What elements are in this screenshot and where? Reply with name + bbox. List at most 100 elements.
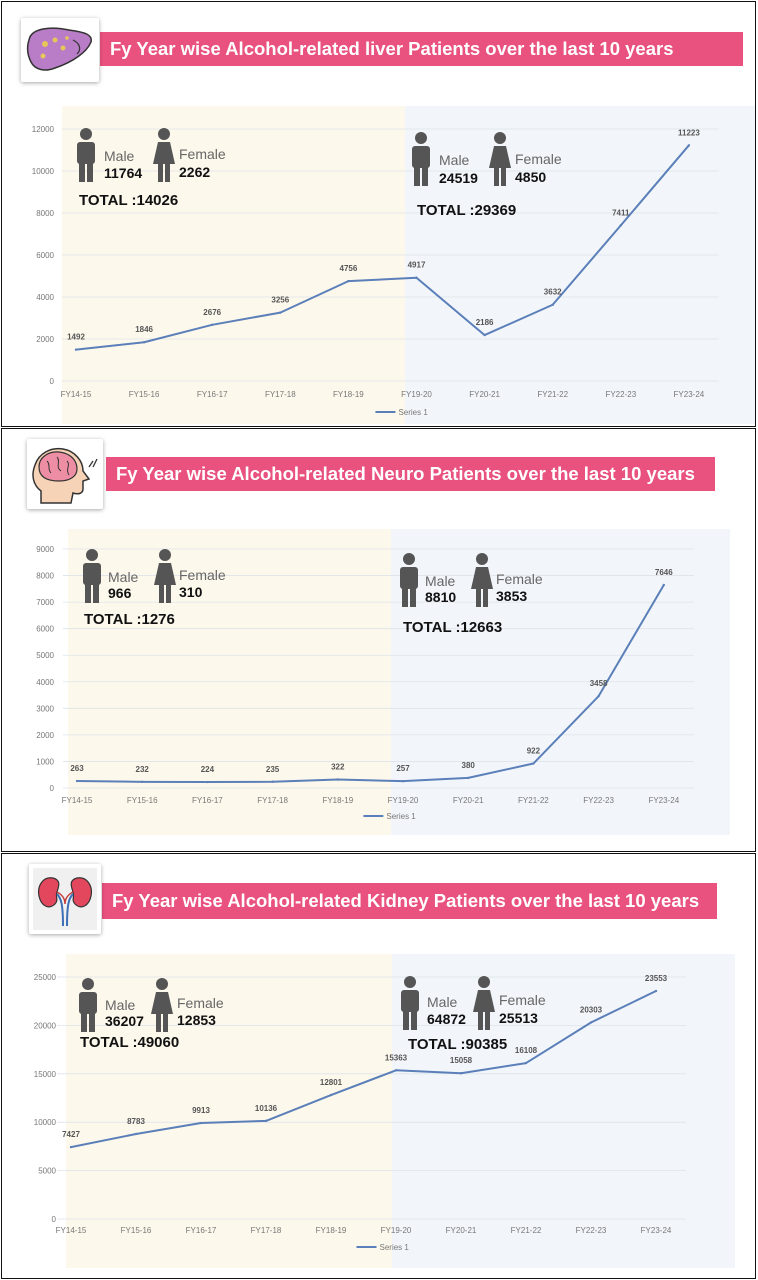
data-point bbox=[134, 1132, 138, 1136]
x-tick-label: FY16-17 bbox=[186, 1226, 217, 1235]
data-label: 10136 bbox=[255, 1104, 278, 1113]
female-icon bbox=[472, 976, 496, 1035]
data-point bbox=[75, 779, 79, 783]
x-tick-label: FY23-24 bbox=[641, 1226, 672, 1235]
data-label: 15363 bbox=[385, 1053, 408, 1062]
period-background bbox=[66, 954, 392, 1268]
data-label: 1492 bbox=[67, 333, 85, 342]
data-point bbox=[597, 694, 600, 698]
legend-label: Series 1 bbox=[386, 812, 416, 821]
female-label: Female bbox=[496, 571, 543, 587]
data-point bbox=[69, 1145, 73, 1149]
male-count: 64872 bbox=[427, 1011, 466, 1027]
data-label: 224 bbox=[201, 765, 215, 774]
female-count: 4850 bbox=[515, 169, 547, 185]
male-icon bbox=[81, 549, 103, 608]
total-label: TOTAL :14026 bbox=[79, 192, 179, 209]
data-label: 12801 bbox=[320, 1078, 343, 1087]
data-label: 2676 bbox=[203, 308, 221, 317]
data-point bbox=[329, 1093, 333, 1097]
data-point bbox=[206, 780, 209, 784]
female-label: Female bbox=[177, 995, 224, 1011]
x-tick-label: FY16-17 bbox=[192, 796, 223, 805]
female-icon bbox=[152, 128, 176, 187]
chart-title: Fy Year wise Alcohol-related liver Patie… bbox=[100, 32, 743, 66]
x-tick-label: FY17-18 bbox=[251, 1226, 282, 1235]
data-point bbox=[654, 989, 658, 993]
female-icon bbox=[470, 553, 494, 612]
data-point bbox=[347, 279, 350, 283]
period-background bbox=[62, 106, 405, 424]
data-point bbox=[687, 144, 691, 147]
x-tick-label: FY21-22 bbox=[511, 1226, 542, 1235]
data-point bbox=[211, 323, 214, 327]
x-tick-label: FY19-20 bbox=[388, 796, 419, 805]
y-tick-label: 10000 bbox=[34, 1118, 57, 1127]
y-tick-label: 3000 bbox=[36, 704, 54, 713]
female-label: Female bbox=[179, 146, 226, 162]
kidney-chart-panel: Fy Year wise Alcohol-related Kidney Pati… bbox=[1, 853, 756, 1279]
x-tick-label: FY23-24 bbox=[674, 390, 705, 399]
y-tick-label: 25000 bbox=[34, 973, 57, 982]
total-label: TOTAL :12663 bbox=[403, 619, 503, 636]
x-tick-label: FY18-19 bbox=[316, 1226, 347, 1235]
x-tick-label: FY20-21 bbox=[469, 390, 500, 399]
data-label: 263 bbox=[70, 764, 84, 773]
neuro-chart-panel: Fy Year wise Alcohol-related Neuro Patie… bbox=[1, 428, 756, 852]
male-label: Male bbox=[108, 569, 139, 585]
male-icon bbox=[77, 978, 99, 1037]
line-chart: 0 1000 2000 3000 4000 5000 6000 7000 8000 9000 FY1… bbox=[36, 529, 730, 835]
y-tick-label: 9000 bbox=[36, 545, 54, 554]
female-icon bbox=[488, 132, 512, 191]
y-tick-label: 0 bbox=[50, 784, 55, 793]
male-icon bbox=[399, 976, 421, 1035]
male-label: Male bbox=[425, 573, 456, 589]
y-tick-label: 8000 bbox=[36, 209, 54, 218]
data-point bbox=[264, 1119, 268, 1123]
y-tick-label: 8000 bbox=[36, 572, 54, 581]
female-icon bbox=[153, 549, 177, 608]
data-point bbox=[74, 348, 78, 351]
y-tick-label: 20000 bbox=[34, 1021, 57, 1030]
data-label: 8783 bbox=[127, 1117, 145, 1126]
y-tick-label: 6000 bbox=[36, 625, 54, 634]
data-label: 257 bbox=[396, 764, 410, 773]
y-tick-label: 4000 bbox=[36, 293, 54, 302]
y-tick-label: 4000 bbox=[36, 678, 54, 687]
x-tick-label: FY18-19 bbox=[322, 796, 353, 805]
female-count: 310 bbox=[179, 584, 203, 600]
data-label: 1846 bbox=[135, 325, 153, 334]
male-icon bbox=[410, 132, 432, 191]
liver-icon bbox=[21, 18, 99, 82]
y-tick-label: 6000 bbox=[36, 251, 54, 260]
data-point bbox=[589, 1021, 593, 1024]
female-label: Female bbox=[179, 567, 226, 583]
data-point bbox=[619, 224, 622, 227]
total-label: TOTAL :49060 bbox=[80, 1034, 180, 1051]
y-tick-label: 0 bbox=[50, 377, 55, 386]
x-tick-label: FY22-23 bbox=[576, 1226, 607, 1235]
data-point bbox=[141, 780, 144, 784]
x-tick-label: FY15-16 bbox=[121, 1226, 152, 1235]
data-point bbox=[271, 780, 274, 783]
data-point bbox=[459, 1072, 463, 1075]
total-label: TOTAL :90385 bbox=[408, 1036, 508, 1053]
male-count: 11764 bbox=[104, 165, 143, 181]
data-label: 380 bbox=[462, 761, 476, 770]
chart-title: Fy Year wise Alcohol-related Kidney Pati… bbox=[102, 883, 717, 919]
data-label: 235 bbox=[266, 765, 280, 774]
x-tick-label: FY16-17 bbox=[197, 390, 228, 399]
series-line bbox=[76, 584, 665, 784]
x-tick-label: FY20-21 bbox=[446, 1226, 477, 1235]
female-icon bbox=[150, 978, 174, 1037]
x-tick-label: FY19-20 bbox=[401, 390, 432, 399]
data-label: 20303 bbox=[580, 1005, 603, 1014]
data-point bbox=[467, 776, 470, 780]
data-label: 922 bbox=[527, 747, 541, 756]
chart-title-text: Fy Year wise Alcohol-related liver Patie… bbox=[110, 38, 674, 59]
x-tick-label: FY18-19 bbox=[333, 390, 364, 399]
data-label: 3256 bbox=[271, 296, 289, 305]
male-count: 36207 bbox=[105, 1013, 144, 1029]
y-tick-label: 1000 bbox=[36, 757, 54, 766]
data-point bbox=[662, 583, 665, 587]
